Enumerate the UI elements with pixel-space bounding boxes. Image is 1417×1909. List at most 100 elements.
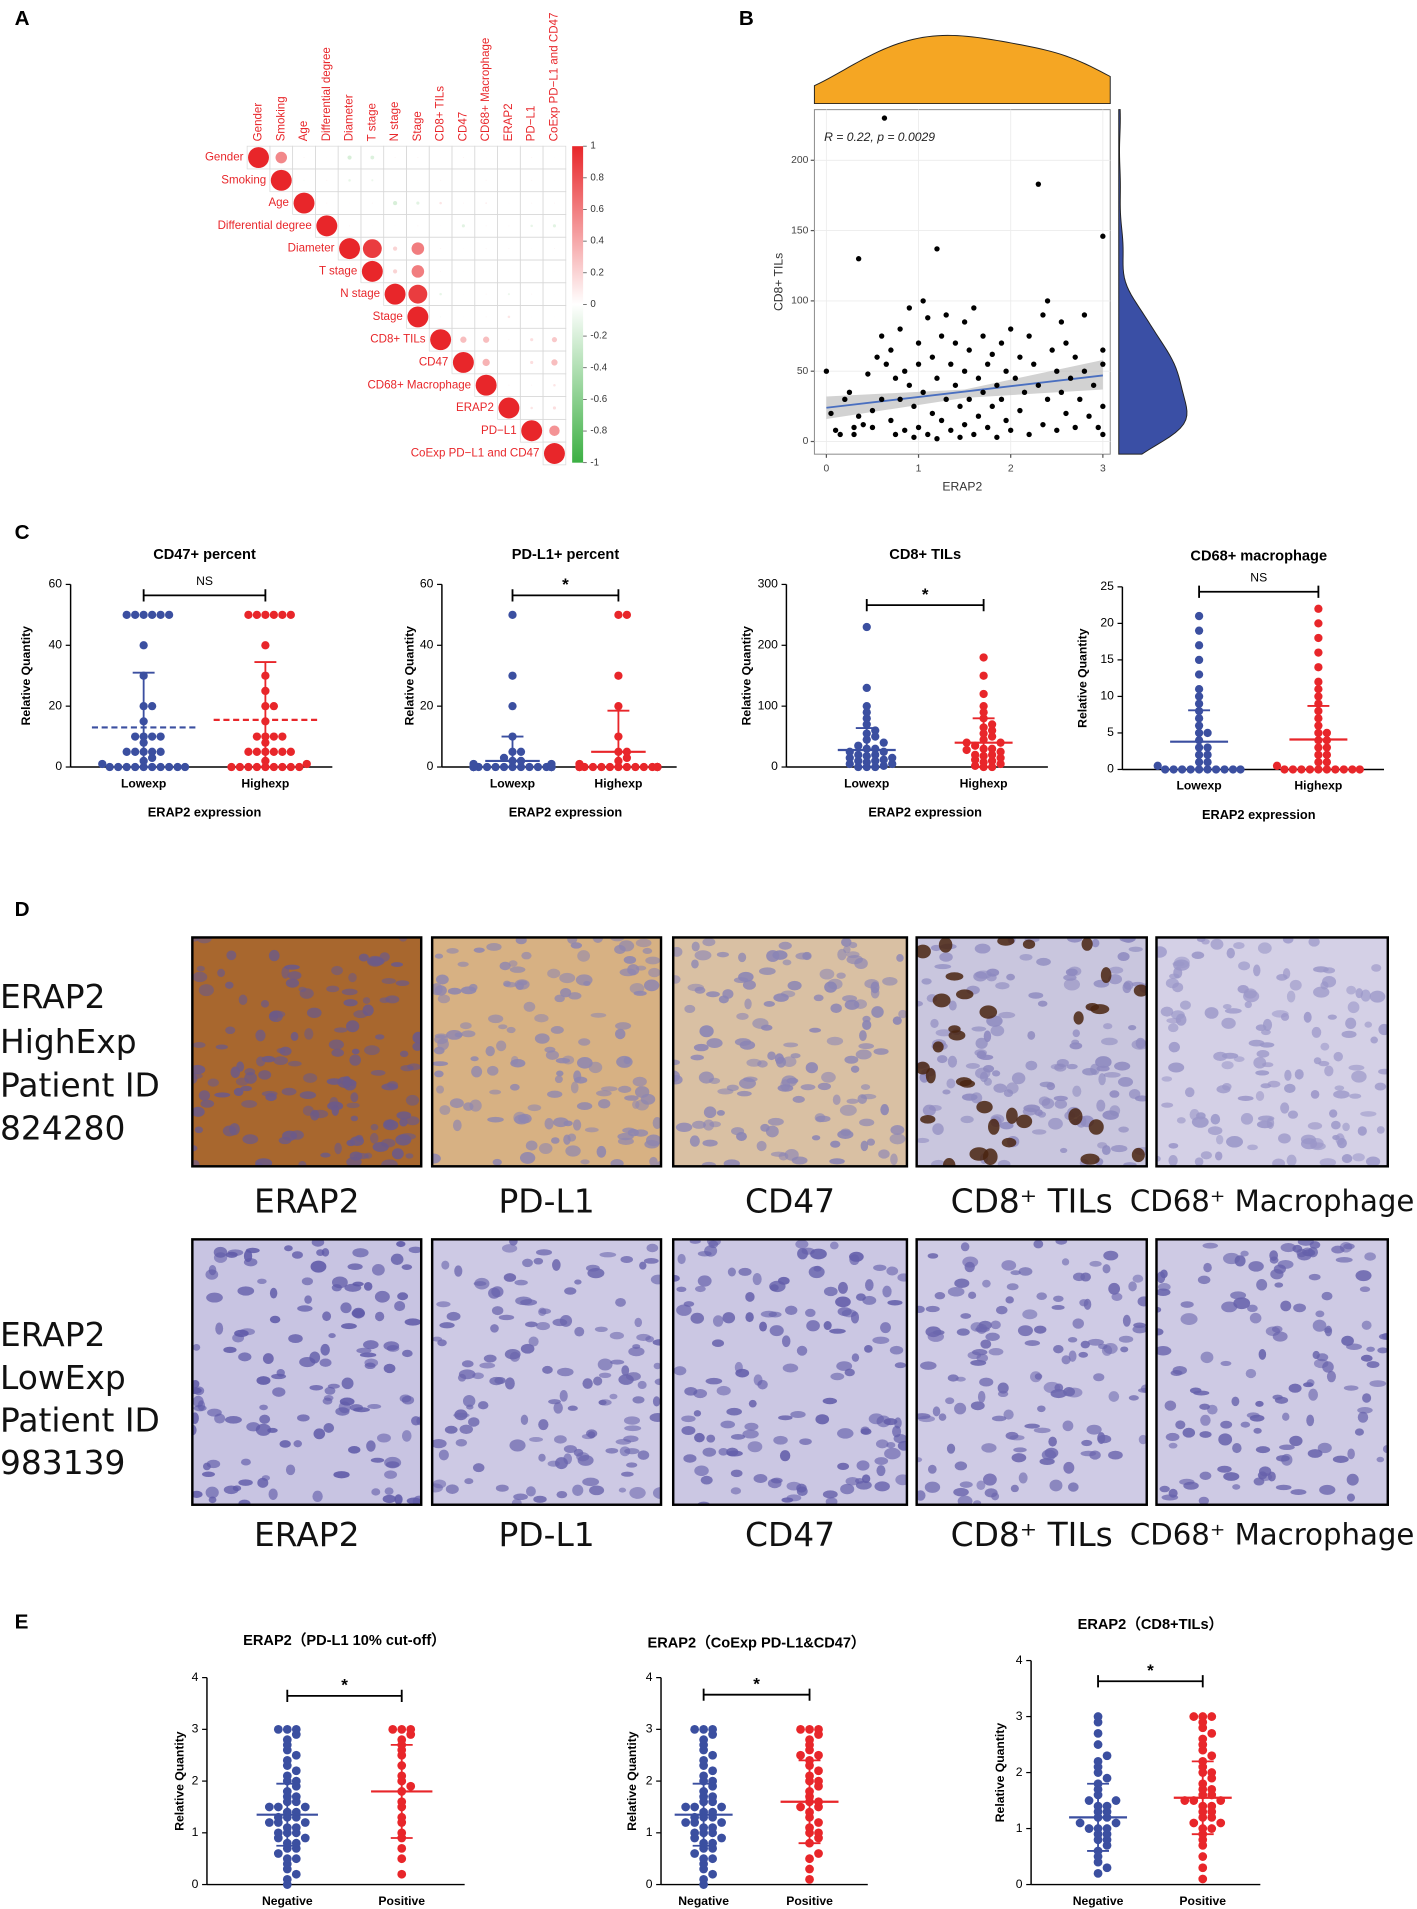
colorbar-label: -0.4 [590,362,607,373]
dot [653,762,662,772]
nucleus [991,1415,1007,1422]
nucleus [542,1365,553,1374]
corr-circle [554,293,555,295]
nucleus [381,1159,398,1167]
nucleus [1269,1256,1279,1264]
nucleus [371,1488,381,1496]
nucleus [1369,1380,1387,1387]
nucleus [233,1087,244,1097]
nucleus [744,998,752,1010]
row-label: Stage [373,311,403,323]
nucleus [1280,1242,1297,1253]
nucleus [748,1399,757,1408]
nucleus [932,1330,945,1336]
dot [300,1833,310,1843]
dot [295,762,304,772]
nucleus [767,1478,782,1489]
nucleus [1063,978,1081,991]
nucleus [1232,1443,1242,1454]
nucleus [876,1415,891,1428]
nucleus [726,1450,743,1457]
point [1012,375,1018,381]
nucleus [1006,973,1015,981]
x-axis-label: ERAP2 [942,479,982,493]
nucleus [572,1119,582,1131]
nucleus [862,1295,877,1305]
nucleus [1156,1346,1172,1356]
nucleus [208,1265,217,1276]
x-tick-label: Positive [786,1894,833,1908]
y-tick-label: 0 [771,759,778,773]
nucleus [974,943,991,954]
nucleus [594,1326,608,1333]
nucleus [193,1386,205,1396]
nucleus [225,1026,236,1035]
nucleus [230,1066,241,1078]
nucleus [1033,1239,1044,1249]
nucleus [192,1144,198,1152]
colorbar-label: -0.8 [590,426,607,437]
nucleus [504,1377,515,1390]
nucleus [980,1339,992,1349]
nucleus [1168,1062,1185,1073]
nucleus [1194,1157,1204,1167]
nucleus [1331,1120,1341,1130]
nucleus [1376,1456,1385,1463]
nucleus [192,1106,205,1117]
dot [482,762,492,772]
dot [1236,765,1245,774]
point [1040,421,1046,428]
nucleus [527,1104,542,1112]
y-tick-label: 5 [1107,725,1114,739]
nucleus [1036,957,1051,966]
corr-circle [462,202,464,204]
dot [871,732,880,741]
nucleus [948,1000,957,1011]
nucleus [1247,1144,1258,1151]
nucleus [837,1428,854,1439]
nucleus [1220,1420,1233,1429]
nucleus [916,1457,923,1463]
nucleus [1374,1082,1387,1091]
nucleus [938,1413,947,1421]
nucleus [538,1307,547,1317]
nucleus [408,1246,422,1254]
significance-bracket [1097,1675,1204,1688]
dot [508,610,517,619]
nucleus [536,1321,551,1331]
nucleus [1333,1090,1350,1099]
tissue [1156,937,1388,1167]
y-tick-label: 0 [803,436,809,447]
nucleus [1161,1076,1173,1082]
dot [708,1869,717,1879]
nucleus [400,1064,414,1072]
nucleus [855,1477,865,1484]
nucleus [882,976,898,986]
dot [845,759,854,769]
nucleus [652,1117,662,1129]
nucleus [736,1090,752,1097]
nucleus [461,1360,474,1368]
nucleus [436,1085,445,1094]
nucleus [576,1057,593,1069]
nucleus [1160,1006,1174,1017]
nucleus [1343,1385,1359,1391]
chart-title: ERAP2（CD8+TILs） [1078,1615,1224,1633]
dot [469,759,478,769]
nucleus [282,1130,298,1141]
nucleus [931,1159,946,1167]
nucleus [769,1325,784,1337]
nucleus [835,1296,851,1308]
nucleus [875,1439,889,1449]
nucleus [744,1422,759,1431]
nucleus [299,1356,316,1368]
nucleus [947,1286,965,1297]
corr-circle [371,202,373,204]
nucleus [830,1241,839,1250]
column-label: Age [298,121,310,142]
nucleus [1010,1484,1019,1493]
dot [879,761,888,770]
error-bar [276,1782,299,1847]
point [915,361,922,367]
nucleus [243,1258,258,1267]
